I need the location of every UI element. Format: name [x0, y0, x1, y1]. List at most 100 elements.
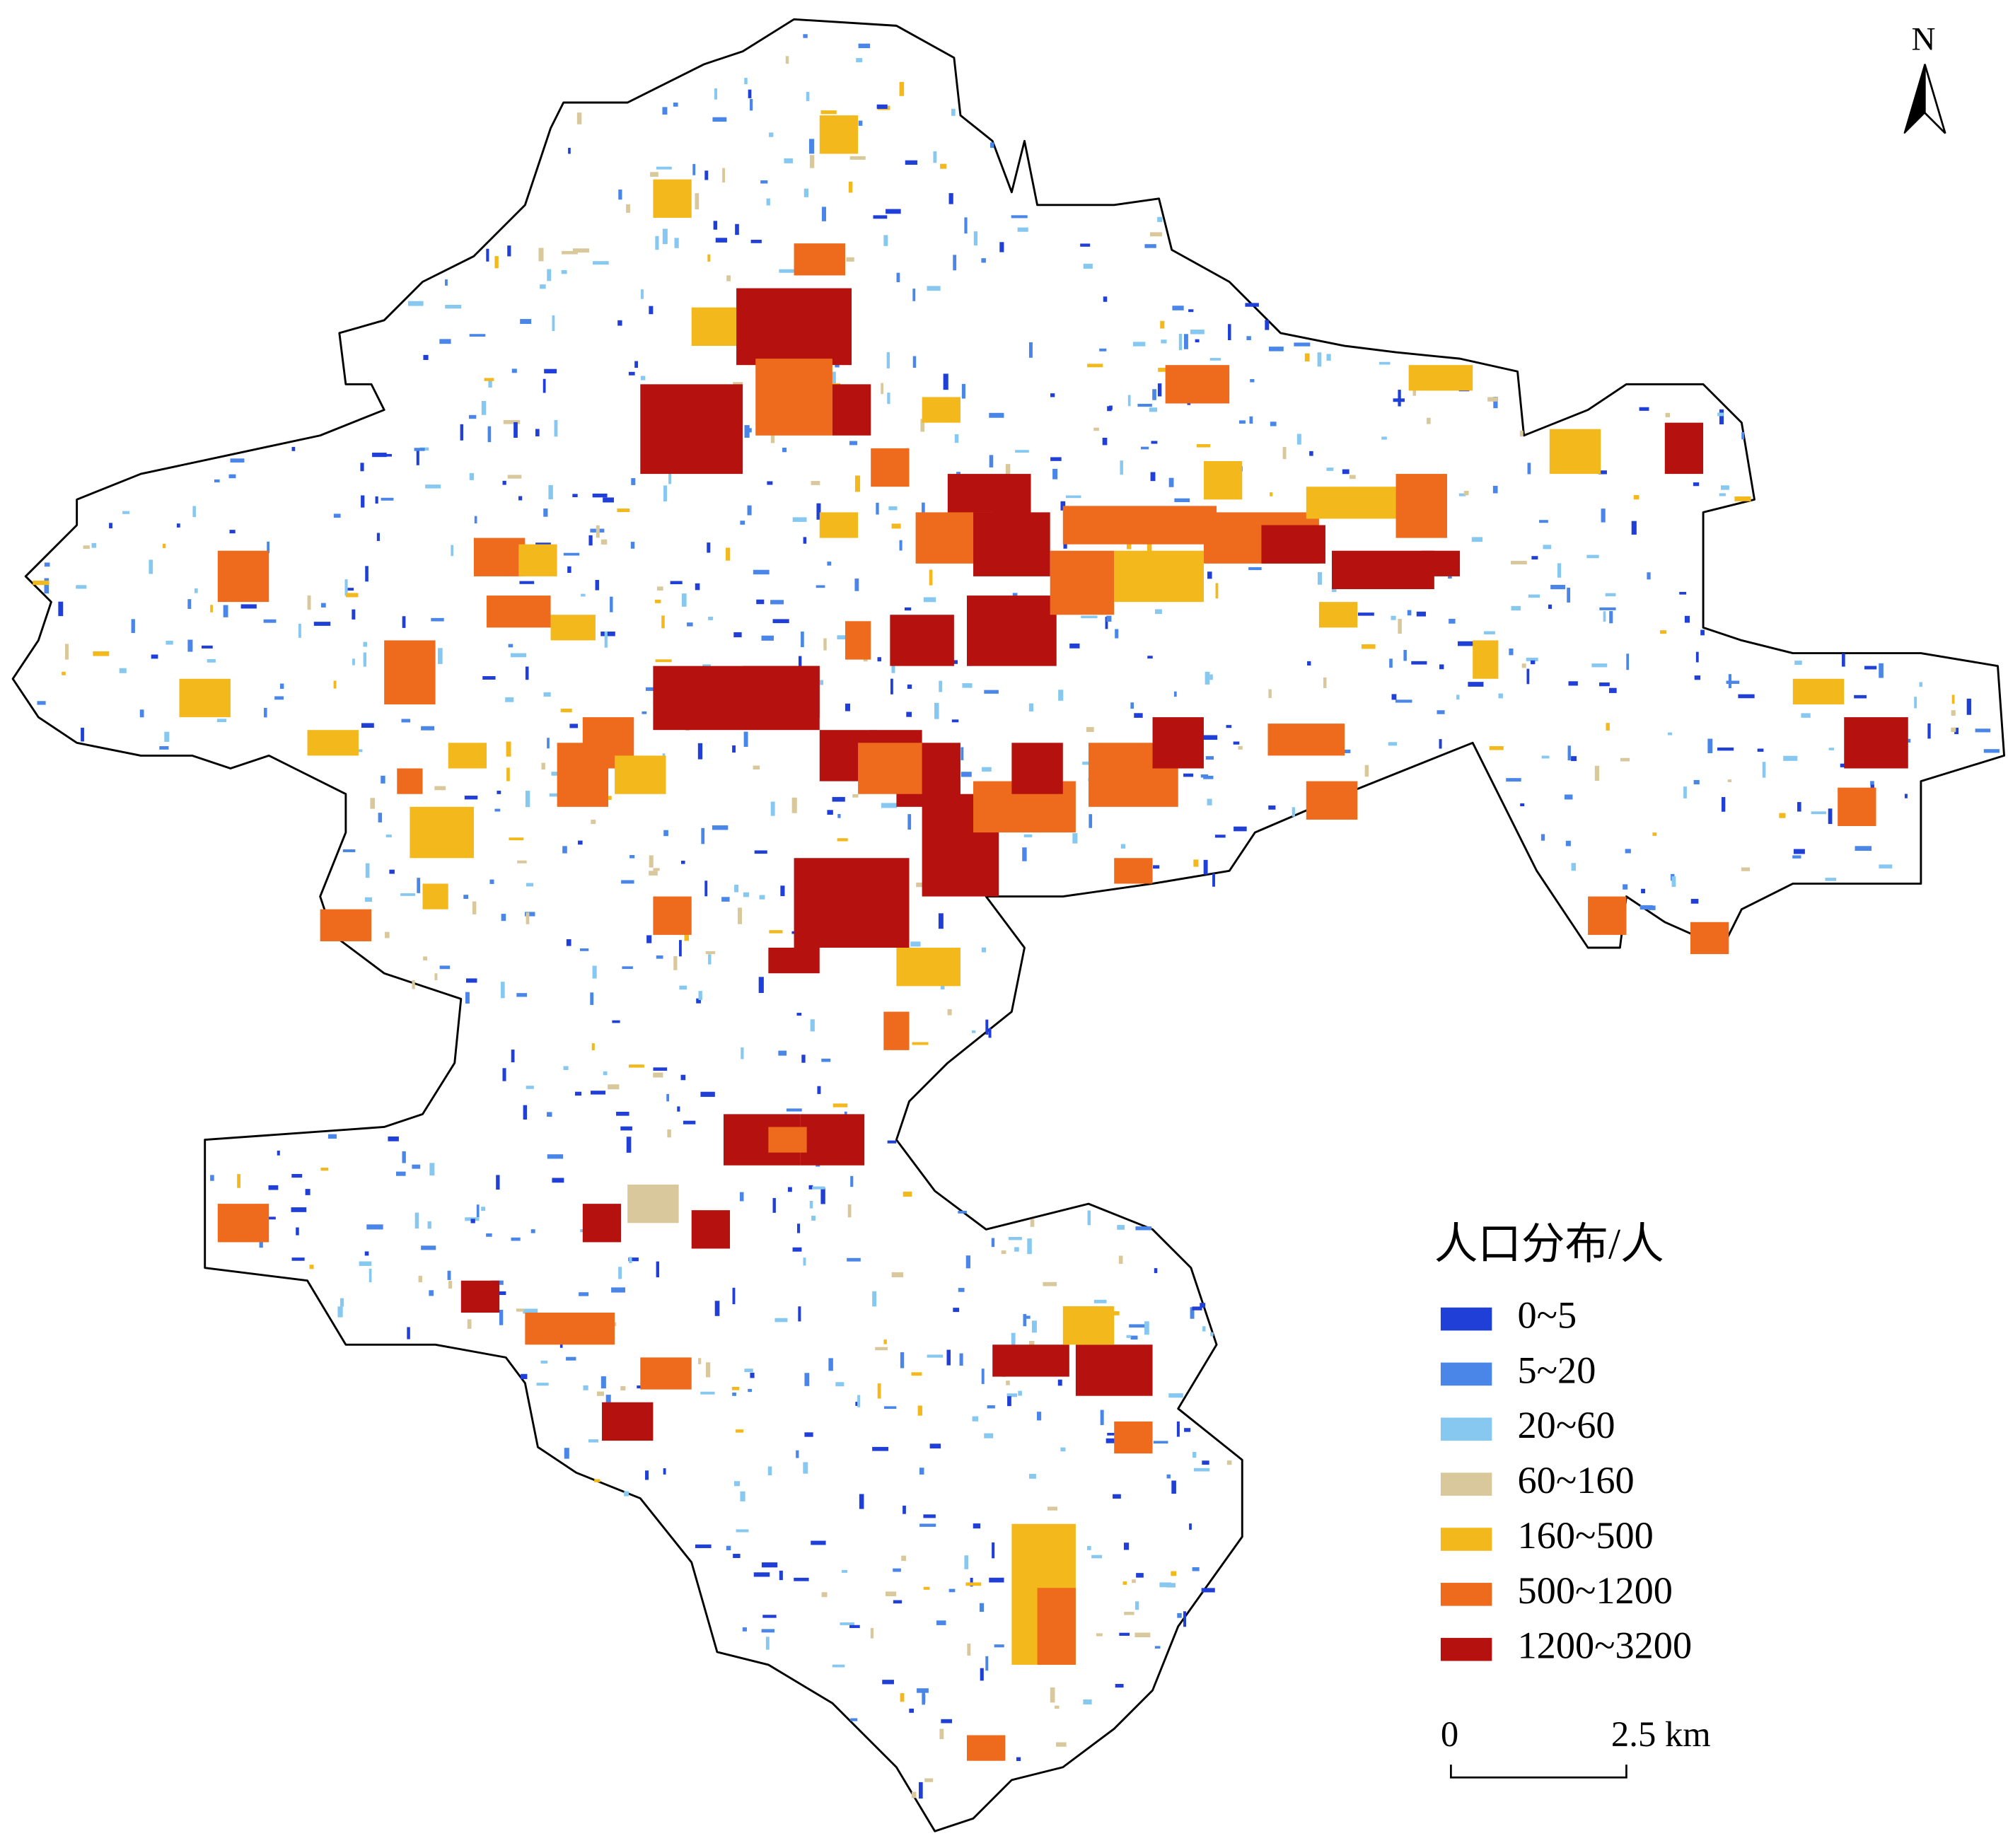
block [1793, 849, 1805, 854]
legend-swatch [1440, 1362, 1492, 1386]
block [1006, 1381, 1010, 1385]
block [1294, 342, 1311, 347]
block [872, 1291, 877, 1307]
block [526, 883, 533, 887]
block [542, 378, 546, 393]
block [593, 261, 609, 265]
block [1190, 330, 1205, 335]
block [772, 619, 789, 624]
block [779, 1570, 783, 1581]
block [1391, 694, 1397, 700]
block [923, 597, 936, 603]
block [733, 1554, 741, 1558]
block [953, 1308, 960, 1313]
block [414, 1212, 419, 1229]
block [1487, 397, 1498, 402]
block [376, 533, 380, 541]
block [645, 687, 656, 691]
block [1154, 609, 1162, 615]
block [663, 485, 668, 501]
block [159, 746, 169, 750]
block [819, 512, 859, 538]
block [388, 1136, 399, 1141]
block [309, 1265, 314, 1269]
block [1117, 1225, 1125, 1230]
block [494, 808, 501, 812]
block [1565, 840, 1571, 847]
block [58, 601, 64, 617]
block [561, 269, 567, 274]
block [1027, 1238, 1032, 1255]
block [1005, 464, 1011, 477]
block [887, 393, 890, 405]
block [1519, 430, 1524, 437]
block [473, 537, 526, 576]
block [414, 448, 425, 451]
block [1050, 550, 1115, 615]
block [707, 254, 711, 262]
block [543, 692, 551, 697]
block [677, 1106, 680, 1112]
block [770, 600, 784, 605]
block [1270, 492, 1273, 496]
block [568, 148, 571, 154]
block [929, 1443, 941, 1449]
block [1586, 554, 1599, 559]
block [702, 664, 711, 668]
block [845, 621, 871, 660]
block [875, 1347, 888, 1351]
block [333, 513, 341, 518]
block [1463, 491, 1469, 496]
block [518, 544, 557, 576]
block [617, 320, 622, 326]
block [451, 545, 453, 557]
block [808, 139, 815, 154]
block [523, 1308, 538, 1314]
block [733, 382, 743, 387]
block [1050, 1687, 1055, 1703]
block [313, 622, 331, 626]
block [381, 497, 394, 501]
block [837, 838, 848, 842]
block [803, 188, 809, 197]
block [402, 1151, 406, 1163]
block [909, 1708, 915, 1713]
block [1152, 389, 1156, 400]
block [1105, 1438, 1122, 1443]
block [594, 1479, 600, 1482]
block [346, 588, 354, 591]
block [385, 835, 392, 837]
block [1951, 695, 1955, 704]
block [852, 794, 859, 798]
block [734, 884, 739, 893]
block [307, 730, 359, 756]
block [753, 1572, 770, 1577]
block [740, 1491, 745, 1501]
block [1052, 468, 1058, 480]
block [596, 1391, 605, 1396]
block [230, 458, 245, 463]
block [1783, 755, 1798, 761]
block [500, 982, 505, 999]
block [924, 1778, 934, 1782]
block [1210, 1332, 1214, 1337]
block [806, 91, 810, 101]
block [352, 658, 355, 666]
block [1639, 407, 1649, 411]
block [747, 505, 752, 516]
block [964, 217, 968, 234]
block [511, 1237, 521, 1241]
block [566, 1356, 576, 1361]
block [743, 892, 749, 897]
block [768, 1127, 807, 1153]
block [1226, 1460, 1232, 1465]
block [427, 1221, 431, 1229]
block [1388, 742, 1398, 746]
block [761, 1629, 775, 1633]
block [320, 1168, 329, 1171]
block [786, 1108, 802, 1112]
block [557, 743, 609, 807]
block [800, 1114, 865, 1166]
block [1037, 1588, 1076, 1665]
block [277, 1150, 280, 1156]
